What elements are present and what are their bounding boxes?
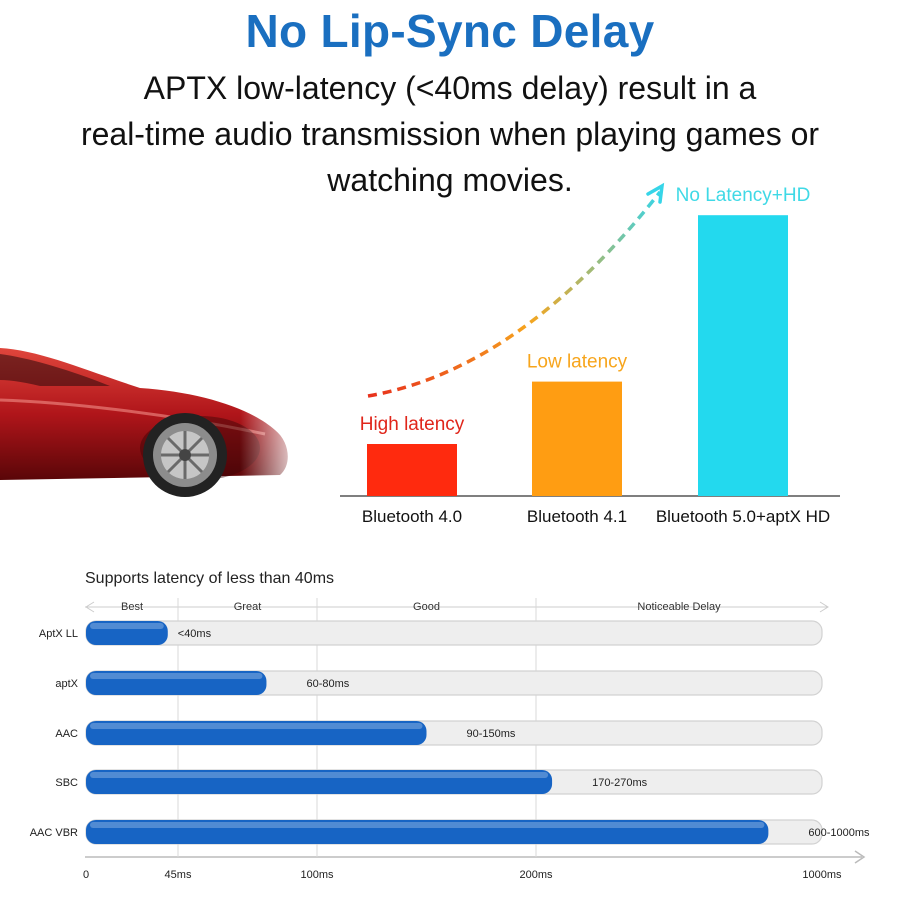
codec-latency-chart: Supports latency of less than 40ms Best G… — [30, 570, 870, 881]
zone-label: Noticeable Delay — [637, 601, 721, 613]
bluetooth-latency-chart: High latency Bluetooth 4.0 Low latency Blue… — [340, 182, 840, 526]
zone-label: Good — [413, 601, 440, 613]
bar-label: Low latency — [527, 352, 628, 373]
subtitle-line-1: APTX low-latency (<40ms delay) result in… — [143, 70, 757, 106]
top-axis-arrowhead-icon — [85, 601, 95, 613]
bar-highlight — [90, 673, 263, 679]
category-label: Bluetooth 5.0+aptX HD — [656, 507, 830, 526]
latency-bar-aptx-ll — [86, 621, 168, 645]
latency-value-label: 170-270ms — [592, 777, 648, 789]
trend-arrowhead-icon — [646, 182, 665, 204]
latency-bar-aptx — [86, 671, 267, 695]
codec-label: AAC — [55, 728, 78, 740]
page-title: No Lip-Sync Delay — [245, 5, 655, 57]
category-label: Bluetooth 4.0 — [362, 507, 462, 526]
latency-value-label: 90-150ms — [467, 728, 516, 740]
bar-bluetooth-4-0 — [367, 444, 457, 496]
latency-bar-aac-vbr — [86, 820, 769, 844]
latency-bar-sbc — [86, 770, 553, 794]
top-axis-arrowhead-icon — [819, 601, 829, 613]
bar-highlight — [90, 723, 423, 729]
latency-value-label: 600-1000ms — [808, 827, 870, 839]
x-tick-label: 100ms — [300, 869, 334, 881]
bar-highlight — [90, 772, 549, 778]
codec-label: aptX — [55, 678, 78, 690]
latency-bar-aac — [86, 721, 427, 745]
latency-value-label: <40ms — [178, 628, 212, 640]
x-tick-label: 1000ms — [802, 869, 842, 881]
bar-bluetooth-5-0-aptx-hd — [698, 215, 788, 496]
codec-label: AptX LL — [39, 628, 78, 640]
bar-highlight — [90, 623, 164, 629]
red-sports-car-image — [0, 330, 300, 510]
x-tick-label: 0 — [83, 869, 89, 881]
chart-title: Supports latency of less than 40ms — [85, 570, 334, 587]
latency-value-label: 60-80ms — [306, 678, 349, 690]
bar-label: High latency — [360, 414, 465, 435]
codec-label: AAC VBR — [30, 827, 78, 839]
x-axis-arrowhead-icon — [854, 850, 866, 864]
zone-label: Best — [121, 601, 143, 613]
bar-bluetooth-4-1 — [532, 381, 622, 496]
bar-label: No Latency+HD — [676, 185, 811, 206]
category-label: Bluetooth 4.1 — [527, 507, 627, 526]
subtitle-line-2: real-time audio transmission when playin… — [80, 116, 820, 152]
zone-label: Great — [234, 601, 262, 613]
x-tick-label: 45ms — [165, 869, 192, 881]
subtitle-line-3: watching movies. — [327, 162, 573, 198]
latency-trend-arrow — [367, 190, 662, 398]
bar-highlight — [90, 822, 765, 828]
x-tick-label: 200ms — [519, 869, 553, 881]
codec-label: SBC — [55, 777, 78, 789]
